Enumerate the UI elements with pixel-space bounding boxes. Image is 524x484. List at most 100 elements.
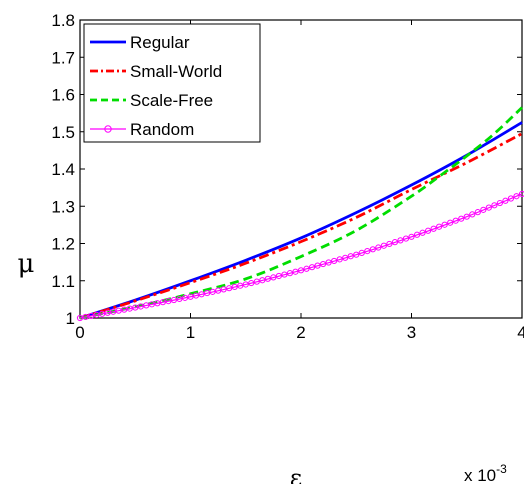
x-tick-label: 2: [296, 323, 305, 342]
data-point: [76, 314, 84, 322]
data-point: [441, 221, 448, 228]
x-tick-label: 0: [75, 323, 84, 342]
data-point: [215, 287, 222, 294]
legend-label: Random: [130, 120, 194, 139]
data-point: [353, 251, 360, 258]
x-tick-label: 4: [517, 323, 524, 342]
axis-ticks: 0 1 2 3 411.11.21.31.41.51.61.71.8: [51, 11, 524, 342]
data-point: [115, 307, 122, 314]
data-point: [502, 197, 509, 204]
data-point: [203, 289, 211, 297]
data-point: [297, 267, 305, 274]
series-layer: [76, 106, 524, 322]
data-point: [237, 282, 244, 289]
series-line: [79, 193, 523, 319]
data-point: [231, 283, 238, 291]
series-regular: [79, 121, 523, 320]
data-point: [143, 302, 150, 309]
data-point: [303, 265, 310, 272]
data-point: [220, 286, 227, 293]
legend-marker: [104, 125, 112, 133]
data-point: [308, 264, 316, 271]
data-point: [325, 259, 332, 266]
data-point: [320, 260, 327, 268]
data-point: [397, 237, 404, 244]
data-point: [226, 285, 233, 292]
data-point: [408, 233, 415, 240]
data-point: [402, 235, 410, 242]
data-point: [430, 225, 437, 232]
data-point: [275, 272, 282, 280]
data-point: [518, 190, 524, 198]
series-small-world: [79, 132, 523, 320]
x-tick-label: 3: [407, 323, 416, 342]
data-point: [253, 278, 260, 285]
legend-label: Small-World: [130, 62, 222, 81]
data-point: [209, 288, 216, 295]
data-point: [391, 239, 399, 246]
y-tick-label: 1.4: [51, 160, 75, 179]
data-point: [281, 271, 288, 278]
data-point: [331, 257, 338, 265]
data-point: [87, 312, 95, 320]
data-point: [198, 291, 205, 298]
data-point: [469, 211, 476, 218]
y-axis-label: μ: [18, 249, 35, 279]
data-point: [496, 199, 503, 207]
data-point: [463, 213, 470, 220]
data-point: [170, 296, 178, 304]
data-point: [386, 240, 393, 248]
data-point: [447, 219, 454, 226]
data-point: [347, 253, 354, 260]
data-point: [424, 227, 432, 234]
data-point: [458, 215, 465, 222]
data-point: [507, 195, 515, 202]
y-tick-label: 1.2: [51, 235, 75, 254]
data-point: [513, 193, 520, 200]
data-point: [242, 281, 249, 288]
data-point: [264, 275, 271, 282]
data-point: [314, 262, 321, 269]
data-point: [419, 229, 426, 236]
data-point: [364, 247, 371, 255]
y-tick-label: 1.3: [51, 197, 75, 216]
data-point: [148, 301, 155, 308]
data-point: [159, 299, 166, 306]
data-point: [104, 309, 111, 316]
legend-entry: Scale-Free: [90, 91, 213, 110]
data-point: [369, 246, 376, 253]
series-random: [76, 190, 524, 322]
data-point: [82, 313, 89, 321]
data-point: [413, 231, 421, 238]
y-tick-label: 1: [66, 309, 75, 328]
data-point: [452, 217, 459, 224]
y-tick-label: 1.8: [51, 11, 75, 30]
data-point: [93, 311, 100, 318]
series-line: [79, 121, 523, 320]
data-point: [342, 254, 349, 261]
x-axis-label: ε: [290, 464, 302, 484]
data-point: [181, 294, 189, 301]
y-tick-label: 1.7: [51, 48, 75, 67]
x-multiplier: x 10-3: [464, 462, 507, 484]
legend: Regular Small-World Scale-Free Random: [83, 23, 261, 143]
legend-entry: Small-World: [90, 62, 222, 81]
data-point: [176, 295, 183, 303]
data-point: [137, 303, 144, 310]
legend-entry: Regular: [90, 33, 190, 52]
legend-label: Scale-Free: [130, 91, 213, 110]
data-point: [259, 277, 266, 284]
data-point: [165, 297, 172, 305]
data-point: [126, 305, 133, 312]
data-point: [480, 206, 487, 213]
data-point: [192, 292, 200, 299]
series-line: [79, 132, 523, 320]
legend-label: Regular: [130, 33, 190, 52]
data-point: [358, 249, 365, 256]
data-point: [154, 300, 161, 307]
data-point: [132, 304, 139, 311]
data-point: [491, 202, 498, 209]
data-point: [248, 279, 255, 287]
data-point: [121, 306, 128, 313]
